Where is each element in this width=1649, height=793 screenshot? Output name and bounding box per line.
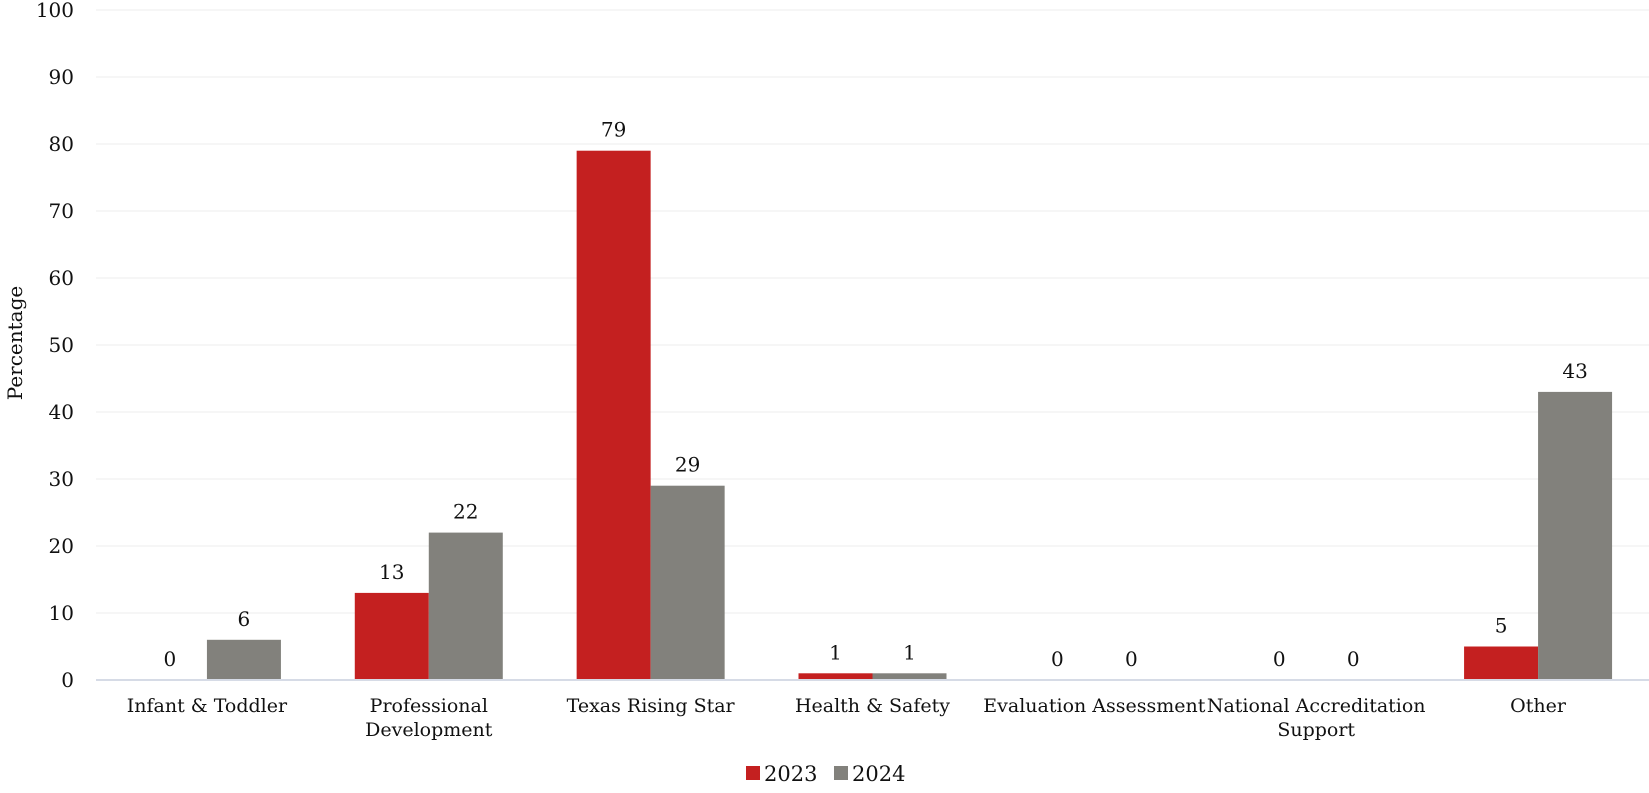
data-label: 22 (453, 500, 478, 524)
y-tick-label: 60 (49, 266, 74, 290)
data-label: 13 (379, 560, 404, 584)
bar-2024 (650, 485, 725, 680)
data-label: 43 (1562, 359, 1587, 383)
bar-2023 (354, 592, 429, 680)
bar-2024 (1538, 391, 1613, 680)
y-tick-label: 40 (49, 400, 74, 424)
y-tick-label: 50 (49, 333, 74, 357)
data-label: 0 (164, 647, 177, 671)
bar-2024 (206, 639, 281, 680)
y-tick-label: 90 (49, 65, 74, 89)
category-label: Health & Safety (795, 695, 950, 717)
data-label: 6 (238, 607, 251, 631)
category-label: Development (365, 719, 493, 741)
data-label: 0 (1051, 647, 1064, 671)
y-axis-ticks: 0 10 20 30 40 50 60 70 80 90 100 (36, 0, 74, 692)
y-axis-label: Percentage (3, 286, 27, 400)
data-label: 1 (903, 640, 916, 664)
bar-2024 (428, 532, 503, 680)
y-tick-label: 100 (36, 0, 74, 22)
bar-2023 (576, 150, 651, 680)
data-label: 1 (829, 640, 842, 664)
category-label: Texas Rising Star (567, 695, 736, 717)
data-label: 29 (675, 453, 700, 477)
bar-2024 (872, 673, 947, 680)
bar-2023 (1464, 646, 1539, 680)
category-label: Evaluation Assessment (983, 695, 1205, 717)
category-label: Other (1510, 695, 1567, 717)
legend-label: 2023 (764, 762, 817, 786)
legend-label: 2024 (852, 762, 905, 786)
data-label: 79 (601, 118, 626, 142)
y-tick-label: 0 (61, 668, 74, 692)
legend: 2023 2024 (746, 762, 905, 786)
data-label: 0 (1273, 647, 1286, 671)
legend-swatch-2023 (746, 766, 760, 780)
bar-2023 (798, 673, 873, 680)
category-label: Infant & Toddler (127, 695, 288, 717)
data-label: 0 (1347, 647, 1360, 671)
category-label: National Accreditation (1207, 695, 1426, 717)
y-tick-label: 80 (49, 132, 74, 156)
y-tick-label: 10 (49, 601, 74, 625)
category-label: Professional (370, 695, 488, 717)
bars (206, 150, 1613, 680)
y-tick-label: 70 (49, 199, 74, 223)
data-label: 0 (1125, 647, 1138, 671)
data-label: 5 (1495, 614, 1508, 638)
data-labels: 0 13 79 1 0 0 5 6 22 29 1 0 0 43 (164, 118, 1588, 671)
category-label: Support (1277, 719, 1355, 741)
legend-swatch-2024 (834, 766, 848, 780)
y-tick-label: 20 (49, 534, 74, 558)
y-tick-label: 30 (49, 467, 74, 491)
gridlines (96, 9, 1649, 614)
